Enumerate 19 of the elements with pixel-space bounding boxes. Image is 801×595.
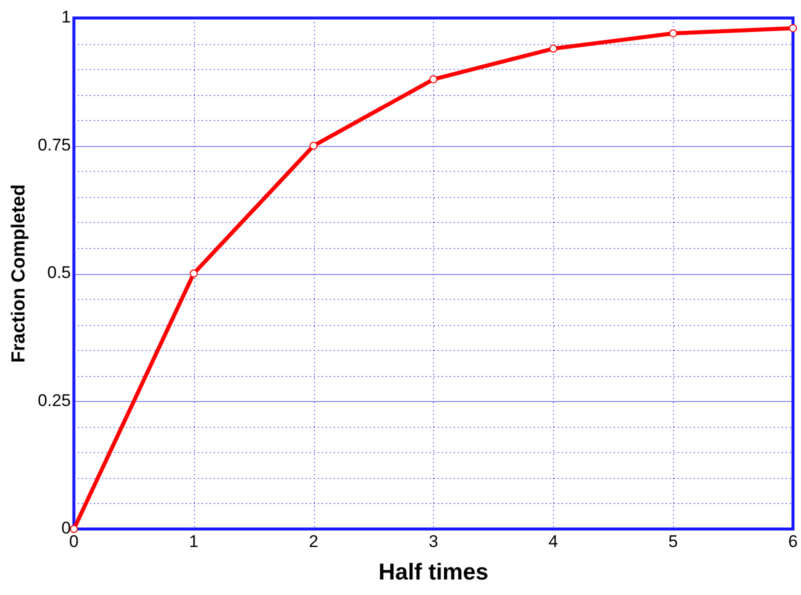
- point: [190, 270, 198, 278]
- x-tick-label: 3: [428, 532, 438, 551]
- point: [310, 142, 318, 150]
- y-tick-label: 0.5: [47, 263, 71, 282]
- point: [789, 24, 797, 32]
- x-axis-title: Half times: [378, 558, 488, 585]
- x-tick-label: 1: [189, 532, 198, 551]
- y-axis-title: Fraction Completed: [8, 184, 30, 363]
- x-tick-label: 2: [308, 532, 318, 551]
- point: [669, 29, 678, 38]
- y-tick-label: 0.25: [38, 390, 71, 410]
- point: [429, 75, 438, 84]
- y-tick-label: 0.75: [38, 135, 71, 154]
- point: [549, 44, 558, 53]
- y-tick-label: 0: [61, 518, 71, 538]
- x-tick-label: 6: [788, 532, 798, 551]
- x-tick-label: 4: [548, 532, 558, 551]
- x-tick-label: 5: [668, 532, 678, 551]
- y-tick-label: 1: [61, 8, 71, 27]
